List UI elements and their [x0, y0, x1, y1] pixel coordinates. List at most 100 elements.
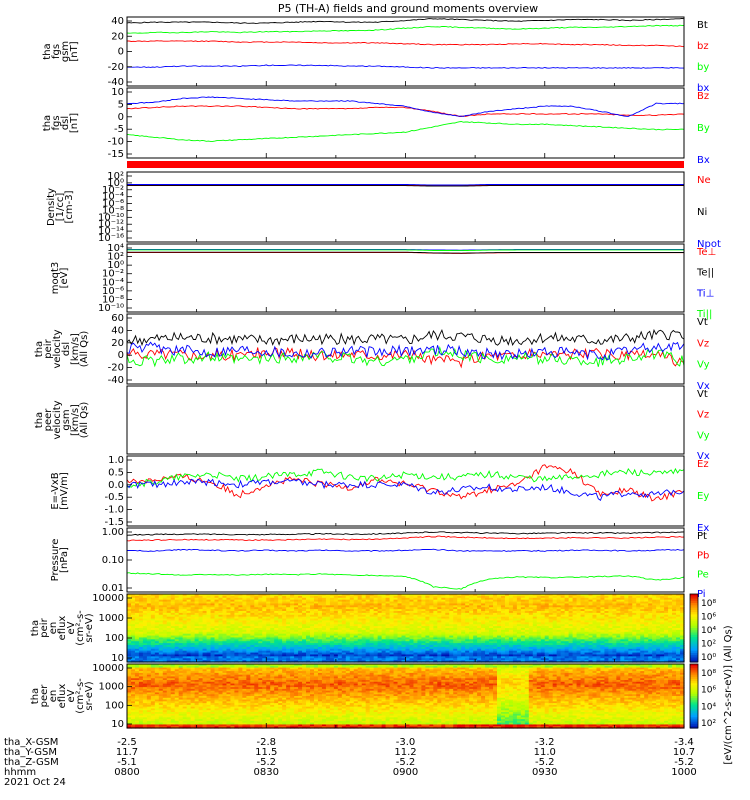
- axis-row-label: tha_Z-GSM: [4, 757, 59, 768]
- y-tick-label: 10⁻²: [102, 269, 124, 280]
- legend-entry: Ni: [697, 207, 707, 218]
- colorbar-tick-label: 10⁰: [701, 653, 716, 663]
- y-gsm-value: 10.7: [673, 747, 695, 758]
- legend-entry: Vx: [697, 451, 710, 462]
- y-tick-label: 10000: [92, 593, 124, 604]
- panel-frame: [126, 385, 685, 455]
- colorbar-tick-label: 10²: [701, 640, 716, 650]
- y-tick-label: -1.0: [104, 505, 124, 516]
- y-axis-label: (All Qs): [79, 402, 90, 439]
- y-tick-label: 10⁻¹⁰: [98, 303, 124, 314]
- y-tick-label: 10⁻⁶: [102, 286, 124, 297]
- y-tick-label: 10⁻⁴: [102, 277, 124, 288]
- y-axis-label: [nT]: [69, 113, 80, 133]
- panel-peir_spectrogram: 10⁸ 10⁶ 10⁴ 10² 10⁰ 10000 1000 100 10 thapeirenef…: [30, 593, 716, 664]
- y-axis-label: fgs: [51, 115, 62, 130]
- y-axis-label: tha: [30, 620, 41, 636]
- y-axis-label: peer: [39, 684, 50, 708]
- y-axis-label: eV: [66, 621, 77, 634]
- y-tick-label: 10⁻⁸: [102, 205, 124, 216]
- chart-title: P5 (TH-A) fields and ground moments over…: [278, 2, 538, 15]
- y-axis-label: tha: [30, 688, 41, 704]
- legend-entry: bx: [697, 83, 709, 94]
- legend-entry: By: [697, 123, 710, 134]
- y-axis-label: [km/s]: [70, 333, 81, 365]
- y-axis-label: peer: [43, 408, 54, 432]
- series-line-fgs_gsm: [126, 24, 685, 34]
- x-gsm-value: -3.0: [396, 737, 416, 748]
- y-axis-label: [mV/m]: [59, 472, 70, 510]
- y-tick-label: 10⁻¹⁶: [98, 233, 124, 244]
- y-tick-label: -20: [108, 62, 124, 73]
- legend-entry: Vx: [697, 381, 710, 392]
- series-line-fgs_dsl: [126, 121, 685, 142]
- series-line-fgs_gsm: [127, 40, 685, 48]
- series-line-pressure: [126, 531, 685, 536]
- y-axis-label: peir: [39, 617, 50, 637]
- y-tick-label: 1.0: [108, 455, 124, 466]
- series-line-density: [127, 184, 684, 186]
- legend-entry: Pt: [697, 531, 707, 542]
- legend-entry: Te||: [696, 268, 714, 279]
- y-tick-label: 0.01: [102, 583, 124, 594]
- y-tick-label: 1000: [99, 682, 124, 693]
- time-tick-label: 0800: [114, 767, 139, 778]
- legend-entry: Pi: [697, 589, 706, 600]
- y-axis-label: [nT]: [69, 41, 80, 61]
- y-axis-label: eV: [66, 689, 77, 702]
- y-axis-label: gsm: [60, 41, 71, 62]
- y-axis-label: E=-VxB: [50, 472, 61, 509]
- y-axis-label: (All Qs): [79, 331, 90, 368]
- series-line-pressure: [126, 535, 685, 542]
- panel-frame: [126, 455, 685, 527]
- z-gsm-value: -5.2: [256, 757, 276, 768]
- y-axis-label: tha: [34, 412, 45, 428]
- colorbar-tick-label: 10⁸: [701, 599, 716, 609]
- y-axis-label: dsl: [61, 342, 72, 356]
- y-tick-label: 100: [105, 700, 124, 711]
- y-tick-label: -15: [108, 149, 124, 160]
- y-tick-label: -10: [108, 137, 124, 148]
- colorbar-tick-label: 10⁶: [701, 613, 716, 623]
- series-line-pressure: [126, 572, 685, 590]
- series-line-pressure: [127, 548, 685, 552]
- panel-pressure: Pt Pb Pe Pi 1.00 0.10 0.01 Pressure[nPa]: [50, 527, 709, 600]
- panel-frame: [126, 87, 685, 159]
- legend-entry: Ex: [697, 523, 709, 534]
- y-tick-label: 1.00: [102, 527, 124, 538]
- y-tick-label: 20: [111, 31, 124, 42]
- series-line-peir_velocity: [126, 345, 685, 368]
- y-tick-label: 10⁻¹⁴: [98, 226, 124, 237]
- panels-group: Btbzbybx40200-20-40thafgsgsm[nT]BzByBx10…: [30, 16, 721, 730]
- legend-entry: by: [697, 62, 709, 73]
- legend-entry: Te⊥: [696, 247, 716, 258]
- y-tick-label: 0: [118, 350, 124, 361]
- axis-row-label: tha_Y-GSM: [4, 747, 57, 758]
- y-tick-label: -40: [108, 375, 124, 386]
- x-gsm-value: -2.5: [117, 737, 137, 748]
- heatmap-peer_spectrogram: [127, 664, 685, 729]
- y-axis-label: tha: [42, 43, 53, 59]
- colorbar-tick-label: 10⁶: [701, 686, 716, 696]
- legend-entry: Vz: [697, 410, 709, 421]
- y-tick-label: 0.10: [102, 555, 124, 566]
- axis-row-label: tha_X-GSM: [4, 737, 58, 748]
- y-axis-label: [eV]: [59, 268, 70, 289]
- panel-frame: [126, 313, 685, 385]
- series-line-temperature: [127, 251, 684, 254]
- y-axis-label: velocity: [52, 400, 63, 439]
- colorbar-tick-label: 10⁴: [701, 626, 716, 636]
- y-tick-label: 0: [118, 47, 124, 58]
- series-line-peir_velocity: [126, 341, 685, 361]
- series-line-fgs_gsm: [126, 17, 685, 24]
- y-tick-label: 10⁻⁶: [102, 199, 124, 210]
- y-axis-label: (cm²-s-: [75, 610, 86, 646]
- legend-entry: Bx: [697, 155, 710, 166]
- quality-flag-bar: [127, 161, 684, 168]
- legend-entry: Ti||: [696, 309, 712, 320]
- y-gsm-value: 11.0: [534, 747, 556, 758]
